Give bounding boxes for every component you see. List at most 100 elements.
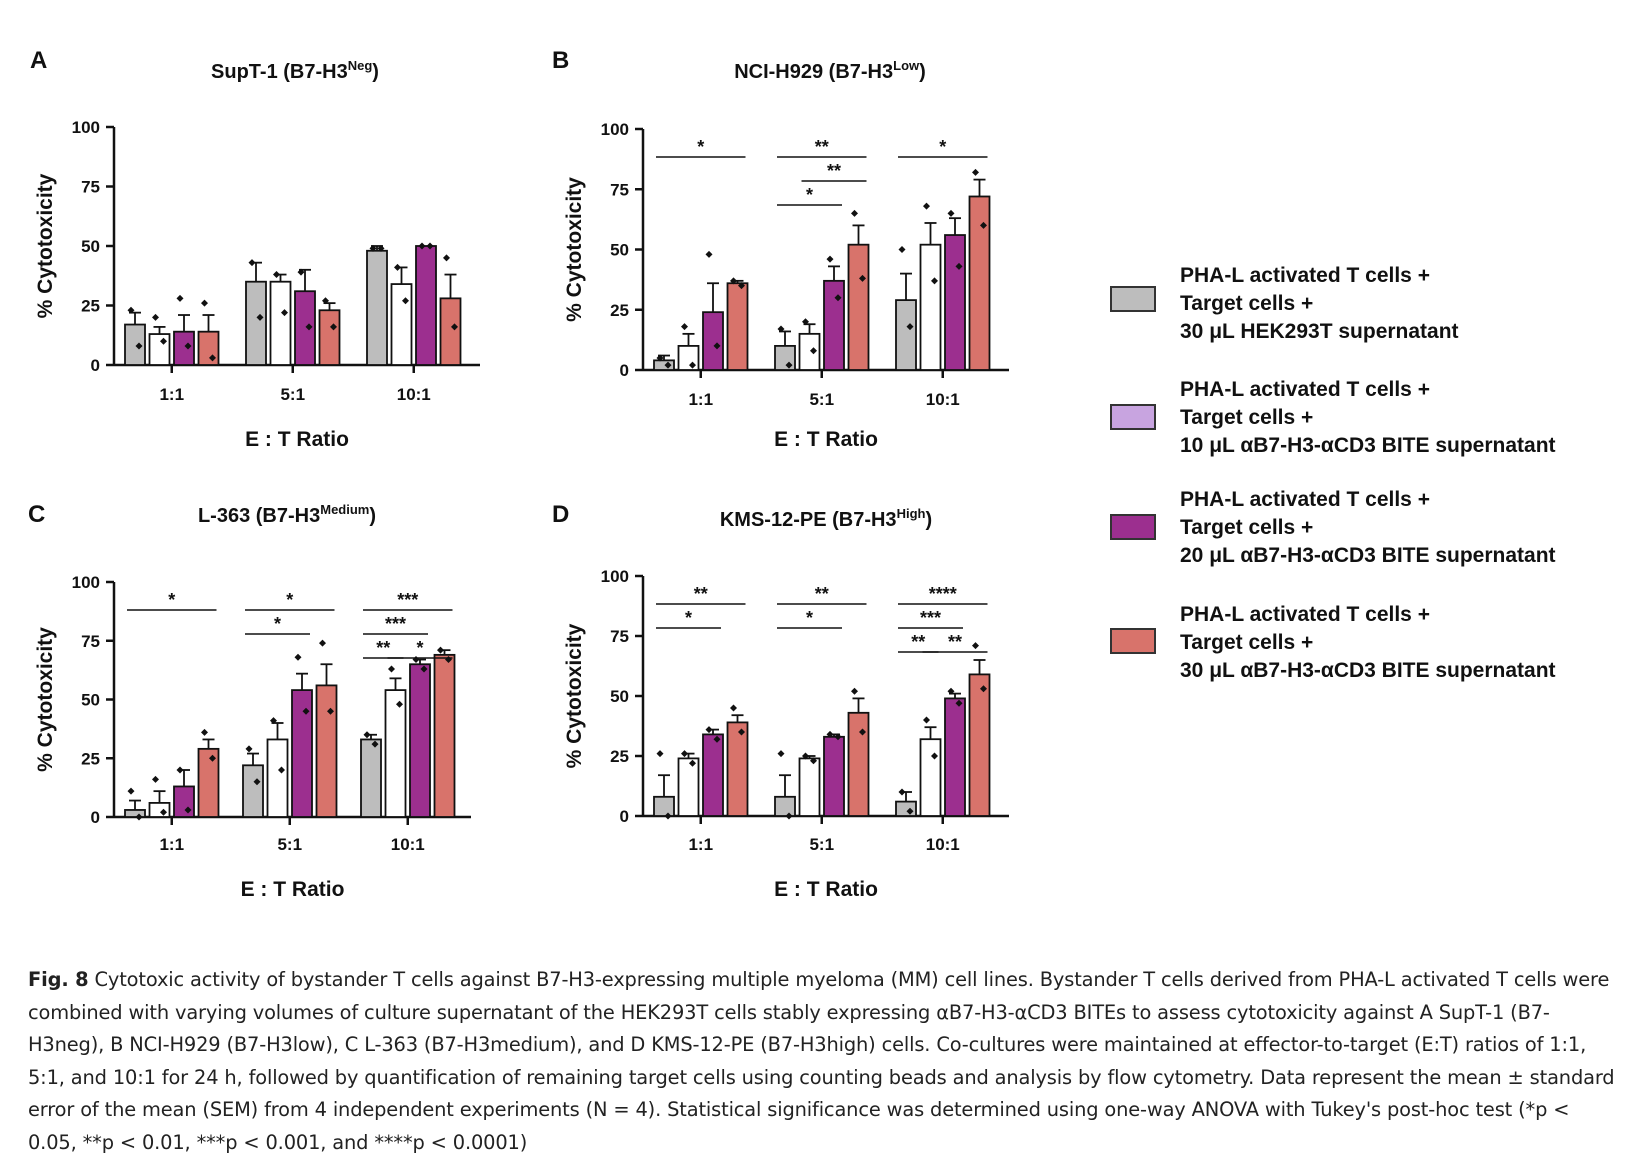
- data-point: [689, 361, 696, 369]
- bar: [726, 721, 749, 817]
- data-point: [826, 255, 834, 263]
- bar: [653, 359, 675, 371]
- data-point: [396, 700, 403, 708]
- data-point: [810, 757, 817, 765]
- significance-label: **: [911, 632, 925, 652]
- panel-title: L-363 (B7-H3Medium): [198, 502, 376, 527]
- data-point: [955, 699, 963, 707]
- data-point: [730, 277, 737, 285]
- data-point: [923, 716, 930, 724]
- y-tick-label: 50: [610, 241, 629, 260]
- bar: [847, 243, 870, 371]
- bar: [124, 809, 146, 818]
- data-point: [437, 646, 444, 654]
- data-point: [294, 653, 302, 661]
- y-tick-label: 75: [610, 627, 629, 646]
- data-point: [327, 707, 334, 715]
- data-point: [420, 665, 428, 673]
- y-axis-label: % Cytotoxicity: [563, 623, 586, 768]
- data-point: [980, 221, 987, 229]
- y-tick-label: 25: [81, 297, 100, 316]
- bar: [823, 735, 845, 817]
- data-point: [802, 318, 809, 326]
- data-point: [681, 323, 688, 331]
- y-tick-label: 100: [72, 118, 100, 137]
- data-point: [705, 726, 713, 734]
- significance-label: *: [168, 590, 175, 610]
- x-axis-label: E : T Ratio: [241, 878, 345, 901]
- x-tick-label: 5:1: [809, 390, 834, 409]
- data-point: [955, 262, 963, 270]
- panel-title: KMS-12-PE (B7-H3High): [720, 506, 932, 531]
- data-point: [184, 342, 192, 350]
- figure-canvas: A SupT-1 (B7-H3Neg) 0 25 50 75 100 % Cytotoxici…: [28, 47, 1009, 901]
- data-point: [777, 325, 785, 333]
- data-point: [201, 728, 208, 736]
- bar: [315, 684, 338, 818]
- significance-label: ***: [385, 614, 406, 634]
- data-point: [248, 259, 256, 267]
- bar: [677, 344, 700, 371]
- data-point: [152, 775, 159, 783]
- data-point: [826, 730, 834, 738]
- data-point: [906, 323, 914, 331]
- x-axis-label: E : T Ratio: [774, 428, 878, 451]
- caption-lead: Fig. 8: [28, 968, 89, 991]
- x-tick-label: 5:1: [809, 835, 834, 854]
- significance-label: *: [697, 137, 704, 157]
- data-point: [664, 361, 672, 369]
- bar: [148, 802, 171, 818]
- data-point: [656, 354, 664, 362]
- significance-label: *: [806, 185, 813, 205]
- data-point: [777, 750, 785, 758]
- significance-label: **: [694, 584, 708, 604]
- data-point: [253, 778, 261, 786]
- data-point: [443, 254, 450, 262]
- y-axis-label: % Cytotoxicity: [563, 177, 586, 322]
- y-tick-label: 100: [601, 567, 629, 586]
- data-point: [305, 323, 313, 331]
- bar: [968, 195, 991, 371]
- bar: [895, 299, 917, 371]
- y-tick-label: 50: [81, 237, 100, 256]
- data-point: [176, 766, 184, 774]
- data-point: [363, 731, 371, 739]
- significance-label: ***: [920, 608, 941, 628]
- y-tick-label: 50: [610, 687, 629, 706]
- data-point: [394, 263, 401, 271]
- x-tick-label: 10:1: [926, 390, 960, 409]
- data-point: [859, 274, 866, 282]
- significance-label: **: [827, 161, 841, 181]
- bar: [197, 330, 220, 366]
- significance-label: *: [806, 608, 813, 628]
- data-point: [689, 759, 696, 767]
- bar: [726, 282, 749, 371]
- data-point: [184, 806, 192, 814]
- x-tick-label: 1:1: [688, 390, 713, 409]
- y-tick-label: 25: [610, 301, 629, 320]
- data-point: [851, 687, 858, 695]
- bar: [823, 279, 845, 371]
- legend-swatch: [1110, 628, 1156, 654]
- y-tick-label: 75: [81, 178, 100, 197]
- data-point: [834, 733, 842, 741]
- data-point: [834, 294, 842, 302]
- legend-label: PHA-L activated T cells + Target cells +…: [1180, 378, 1556, 457]
- bar: [173, 330, 195, 366]
- significance-label: *: [416, 638, 423, 658]
- data-point: [931, 752, 938, 760]
- bar: [702, 311, 724, 371]
- significance-label: **: [815, 137, 829, 157]
- bar: [318, 309, 341, 366]
- data-point: [371, 740, 379, 748]
- bar: [895, 800, 917, 817]
- data-point: [273, 271, 280, 279]
- x-axis-label: E : T Ratio: [774, 878, 878, 901]
- data-point: [972, 642, 979, 650]
- legend-swatch: [1110, 514, 1156, 540]
- bar: [919, 738, 942, 817]
- data-point: [377, 244, 385, 252]
- significance-label: *: [685, 608, 692, 628]
- data-point: [302, 707, 310, 715]
- legend-label: PHA-L activated T cells + Target cells +…: [1180, 488, 1556, 567]
